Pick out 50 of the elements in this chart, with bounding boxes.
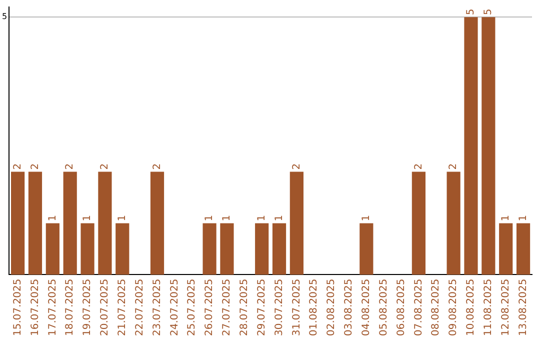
data-label: 5: [483, 8, 494, 16]
x-tick-label: 28.07.2025: [238, 278, 250, 336]
x-tick-label: 15.07.2025: [12, 278, 24, 336]
x-tick-label: 05.08.2025: [378, 278, 390, 336]
data-label: 1: [500, 214, 512, 222]
x-tick-label: 08.08.2025: [430, 278, 442, 336]
x-tick-label: 22.07.2025: [134, 278, 146, 336]
x-tick-label: 29.07.2025: [256, 278, 268, 336]
data-label: 2: [12, 163, 24, 170]
data-label: 2: [413, 163, 424, 170]
x-tick-label: 23.07.2025: [152, 278, 163, 336]
data-label: 1: [518, 214, 529, 222]
x-tick-label: 07.08.2025: [413, 278, 424, 336]
x-tick-label: 02.08.2025: [326, 278, 338, 336]
x-tick-label: 31.07.2025: [291, 278, 302, 336]
x-tick-label: 27.07.2025: [222, 278, 233, 336]
x-tick-label: 03.08.2025: [344, 278, 355, 336]
data-label: 1: [204, 214, 216, 222]
data-label: 2: [152, 163, 163, 170]
data-label: 2: [100, 163, 111, 170]
x-tick-label: 04.08.2025: [361, 278, 372, 336]
x-tick-label: 21.07.2025: [116, 278, 128, 336]
x-tick-label: 17.07.2025: [47, 278, 58, 336]
data-label: 2: [291, 163, 302, 170]
x-tick-label: 11.08.2025: [483, 278, 494, 336]
x-tick-label: 18.07.2025: [64, 278, 76, 336]
x-tick-label: 20.07.2025: [100, 278, 111, 336]
x-tick-label: 16.07.2025: [30, 278, 41, 336]
x-tick-label: 10.08.2025: [466, 278, 477, 336]
data-label: 2: [448, 163, 460, 170]
x-tick-label: 06.08.2025: [396, 278, 407, 336]
data-label: 2: [64, 163, 76, 170]
x-tick-label: 24.07.2025: [169, 278, 180, 336]
data-label: 1: [82, 214, 94, 222]
data-label: 1: [222, 214, 233, 222]
x-tick-label: 09.08.2025: [448, 278, 460, 336]
x-tick-label: 25.07.2025: [186, 278, 198, 336]
data-label: 1: [256, 214, 268, 222]
data-label: 5: [466, 8, 477, 16]
x-tick-label: 30.07.2025: [274, 278, 285, 336]
x-tick-label: 19.07.2025: [82, 278, 94, 336]
data-label: 1: [116, 214, 128, 222]
data-label: 1: [274, 214, 285, 222]
data-label: 1: [361, 214, 372, 222]
x-tick-label: 01.08.2025: [308, 278, 320, 336]
x-tick-label: 12.08.2025: [500, 278, 512, 336]
x-tick-label: 26.07.2025: [204, 278, 216, 336]
x-tick-label: 13.08.2025: [518, 278, 529, 336]
data-label: 2: [30, 163, 41, 170]
data-label: 1: [47, 214, 58, 222]
